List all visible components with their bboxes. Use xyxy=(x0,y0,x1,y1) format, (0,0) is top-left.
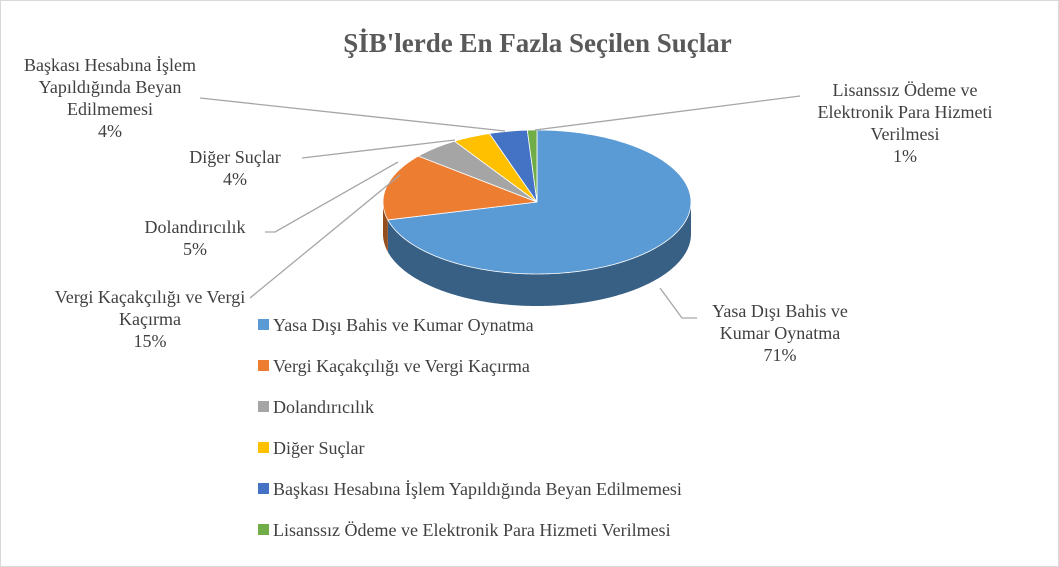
leader-line xyxy=(534,95,801,131)
data-label-category: Lisanssız Ödeme ve Elektronik Para Hizme… xyxy=(817,80,993,144)
data-label-value: 15% xyxy=(133,331,167,351)
data-label-value: 4% xyxy=(223,169,247,189)
data-label-category: Yasa Dışı Bahis ve Kumar Oynatma xyxy=(712,301,848,343)
legend-label: Diğer Suçlar xyxy=(273,438,365,458)
legend-swatch xyxy=(258,401,269,412)
legend-swatch xyxy=(258,483,269,494)
pie-slice xyxy=(488,129,538,203)
leader-line xyxy=(249,174,401,299)
legend-swatch xyxy=(258,360,269,371)
legend-entry: Başkası Hesabına İşlem Yapıldığında Beya… xyxy=(258,479,682,500)
legend-entry: Vergi Kaçakçılığı ve Vergi Kaçırma xyxy=(258,356,530,377)
legend-swatch xyxy=(258,442,269,453)
pie-slice-side xyxy=(383,202,388,252)
legend-entry: Lisanssız Ödeme ve Elektronik Para Hizme… xyxy=(258,520,671,541)
leader-line xyxy=(199,97,506,132)
data-label: Başkası Hesabına İşlem Yapıldığında Beya… xyxy=(20,54,200,142)
legend-label: Başkası Hesabına İşlem Yapıldığında Beya… xyxy=(273,479,682,499)
legend-label: Vergi Kaçakçılığı ve Vergi Kaçırma xyxy=(273,356,530,376)
data-label: Vergi Kaçakçılığı ve Vergi Kaçırma 15% xyxy=(43,286,258,352)
data-label: Lisanssız Ödeme ve Elektronik Para Hizme… xyxy=(815,79,995,167)
data-label-value: 71% xyxy=(763,345,797,365)
legend-swatch xyxy=(258,319,269,330)
pie-slice xyxy=(453,133,538,203)
legend-entry: Yasa Dışı Bahis ve Kumar Oynatma xyxy=(258,315,534,336)
data-label-category: Dolandırıcılık xyxy=(144,217,246,237)
legend-entry: Diğer Suçlar xyxy=(258,438,364,459)
data-label-category: Vergi Kaçakçılığı ve Vergi Kaçırma xyxy=(54,287,246,329)
pie-slice-side xyxy=(387,202,691,306)
legend-swatch xyxy=(258,524,269,535)
pie-slice xyxy=(417,140,538,203)
leader-line xyxy=(659,287,697,319)
leader-line xyxy=(301,139,456,159)
data-label-value: 1% xyxy=(893,146,917,166)
leader-line xyxy=(265,161,399,233)
pie-slice xyxy=(387,129,692,275)
legend-label: Dolandırıcılık xyxy=(273,397,374,417)
data-label: Yasa Dışı Bahis ve Kumar Oynatma 71% xyxy=(690,300,870,366)
legend-entry: Dolandırıcılık xyxy=(258,397,374,418)
data-label-value: 5% xyxy=(183,239,207,259)
data-label-category: Başkası Hesabına İşlem Yapıldığında Beya… xyxy=(24,55,196,119)
data-label: Dolandırıcılık 5% xyxy=(120,216,270,260)
legend-label: Lisanssız Ödeme ve Elektronik Para Hizme… xyxy=(273,520,671,540)
data-label: Diğer Suçlar 4% xyxy=(160,146,310,190)
chart-title: ŞİB'lerde En Fazla Seçilen Suçlar xyxy=(343,28,732,58)
data-label-value: 4% xyxy=(98,121,122,141)
legend-label: Yasa Dışı Bahis ve Kumar Oynatma xyxy=(273,315,534,335)
data-label-category: Diğer Suçlar xyxy=(189,147,281,167)
